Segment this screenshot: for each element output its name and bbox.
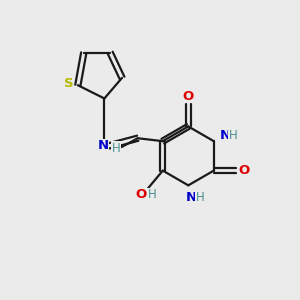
Text: H: H bbox=[196, 191, 204, 204]
Text: O: O bbox=[135, 188, 146, 201]
Text: N: N bbox=[186, 191, 197, 204]
Text: H: H bbox=[148, 188, 156, 201]
Text: O: O bbox=[238, 164, 250, 177]
Text: N: N bbox=[98, 140, 109, 152]
Text: O: O bbox=[183, 90, 194, 103]
Text: H: H bbox=[229, 129, 237, 142]
Text: N: N bbox=[219, 129, 230, 142]
Text: S: S bbox=[64, 77, 73, 90]
Text: H: H bbox=[112, 142, 121, 155]
